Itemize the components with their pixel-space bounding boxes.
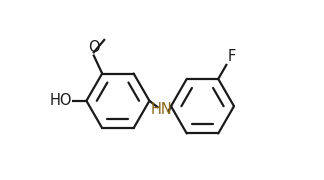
Text: F: F xyxy=(227,49,236,64)
Text: HO: HO xyxy=(50,93,72,108)
Text: O: O xyxy=(88,40,99,55)
Text: HN: HN xyxy=(151,102,173,117)
